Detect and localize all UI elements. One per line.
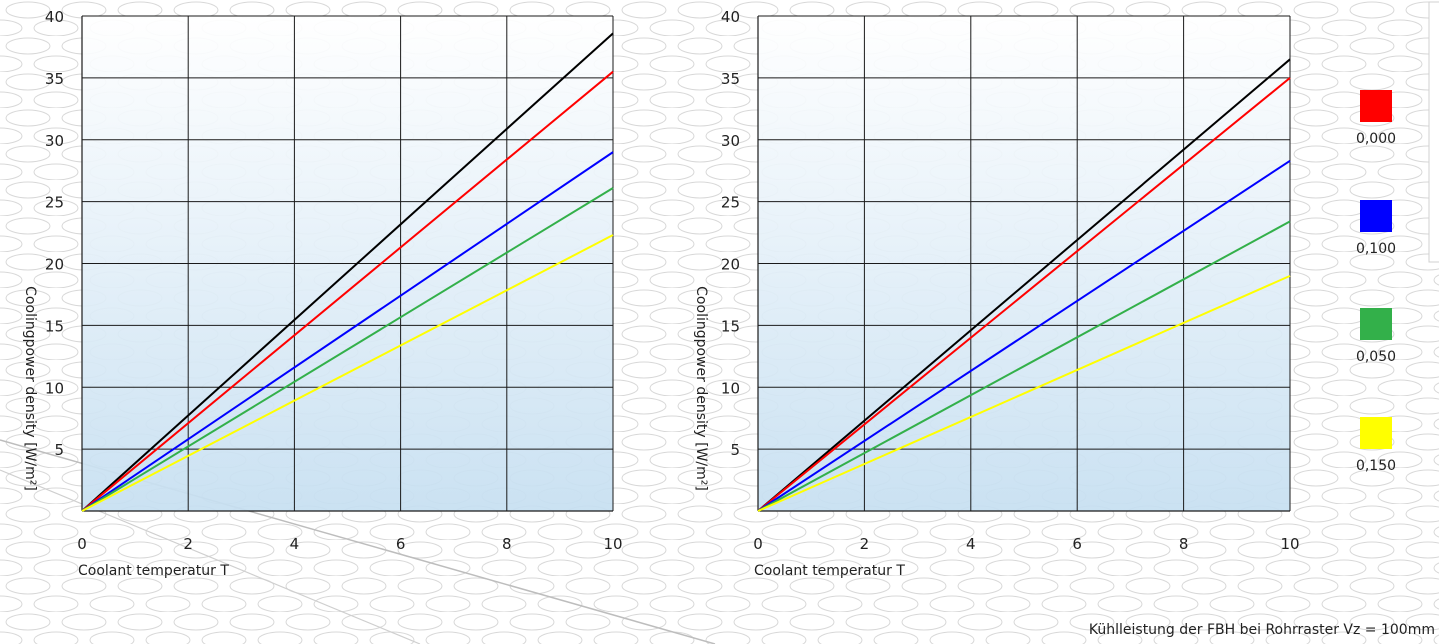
chart-left: 0 2 4 6 8 10 5 10 15 20 25 30 35 40 Coolant temperatur… — [22, 8, 623, 579]
y-tick-label: 5 — [54, 441, 64, 459]
x-axis-label: Coolant temperatur T — [78, 563, 229, 579]
x-tick-label: 6 — [1072, 535, 1082, 553]
x-axis-label: Coolant temperatur T — [754, 563, 905, 579]
series-line — [81, 187, 614, 512]
footer-note: Kühlleistung der FBH bei Rohrraster Vz =… — [1088, 622, 1435, 638]
background-diagonal-line — [0, 469, 421, 644]
series-line — [81, 234, 614, 512]
y-axis-label: Coolingpower density [W/m²] — [693, 286, 709, 491]
series-line — [757, 77, 1291, 512]
y-tick-label: 10 — [45, 379, 64, 397]
series-line — [81, 32, 614, 512]
legend-swatch — [1360, 308, 1392, 340]
y-tick-label: 15 — [721, 317, 740, 335]
y-axis-label: Coolingpower density [W/m²] — [22, 286, 38, 491]
x-tick-label: 2 — [860, 535, 870, 553]
legend-swatch — [1360, 417, 1392, 449]
y-tick-label: 40 — [721, 8, 740, 26]
series-line — [757, 220, 1291, 512]
x-tick-label: 2 — [183, 535, 193, 553]
y-tick-label: 20 — [721, 256, 740, 274]
x-tick-label: 6 — [396, 535, 406, 553]
series-line — [81, 70, 614, 512]
y-tick-label: 15 — [45, 317, 64, 335]
legend-label: 0,050 — [1356, 349, 1396, 365]
y-tick-label: 25 — [721, 194, 740, 212]
y-tick-label: 25 — [45, 194, 64, 212]
series-line — [757, 58, 1291, 512]
y-tick-label: 30 — [45, 132, 64, 150]
legend-label: 0,150 — [1356, 458, 1396, 474]
y-tick-label: 35 — [45, 70, 64, 88]
x-tick-label: 8 — [502, 535, 512, 553]
legend-swatch — [1360, 90, 1392, 122]
y-tick-label: 35 — [721, 70, 740, 88]
x-tick-label: 10 — [603, 535, 622, 553]
series-line — [757, 159, 1291, 512]
x-tick-label: 0 — [753, 535, 763, 553]
x-tick-label: 4 — [290, 535, 300, 553]
chart-right: 0 2 4 6 8 10 5 10 15 20 25 30 35 40 Coolant temperatur… — [693, 8, 1300, 579]
background-panel-edge — [1428, 1, 1439, 263]
legend: 0,000 0,100 0,050 0,150 — [1356, 90, 1396, 474]
y-tick-label: 30 — [721, 132, 740, 150]
y-tick-label: 40 — [45, 8, 64, 26]
x-tick-label: 0 — [77, 535, 87, 553]
x-tick-label: 4 — [966, 535, 976, 553]
x-tick-label: 10 — [1280, 535, 1299, 553]
legend-swatch — [1360, 200, 1392, 232]
series-line — [81, 151, 614, 512]
y-tick-label: 20 — [45, 256, 64, 274]
legend-label: 0,000 — [1356, 131, 1396, 147]
x-tick-label: 8 — [1179, 535, 1189, 553]
y-tick-label: 5 — [730, 441, 740, 459]
series-line — [757, 274, 1291, 512]
y-tick-label: 10 — [721, 379, 740, 397]
legend-label: 0,100 — [1356, 241, 1396, 257]
